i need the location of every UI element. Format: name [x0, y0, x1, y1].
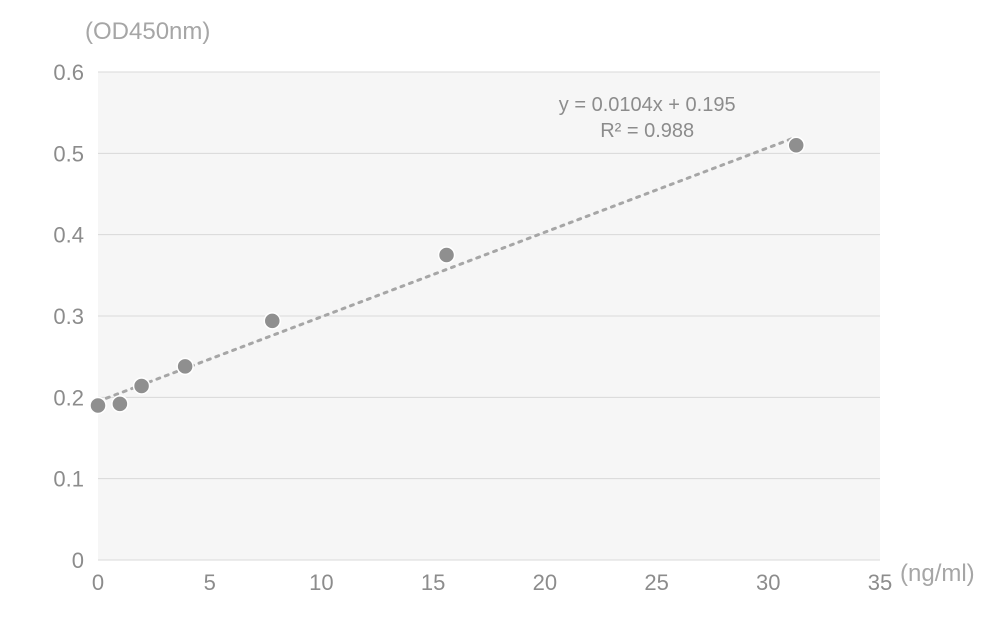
svg-text:10: 10 [309, 570, 333, 595]
data-point [90, 397, 106, 413]
svg-text:0: 0 [92, 570, 104, 595]
svg-text:0.1: 0.1 [53, 467, 84, 492]
svg-text:35: 35 [868, 570, 892, 595]
svg-text:20: 20 [533, 570, 557, 595]
svg-text:15: 15 [421, 570, 445, 595]
svg-text:0.5: 0.5 [53, 141, 84, 166]
x-tick-labels: 0 5 10 15 20 25 30 35 [92, 570, 892, 595]
data-point [134, 378, 150, 394]
svg-text:25: 25 [644, 570, 668, 595]
data-point [177, 358, 193, 374]
data-point [112, 396, 128, 412]
svg-text:0: 0 [72, 548, 84, 573]
data-point [439, 247, 455, 263]
x-axis-title: (ng/ml) [900, 560, 975, 588]
svg-text:0.3: 0.3 [53, 304, 84, 329]
scatter-chart: 0 5 10 15 20 25 30 35 0 0.1 0.2 0.3 0.4 0.5 0.6 y = 0… [0, 0, 1000, 619]
equation-text: y = 0.0104x + 0.195 [559, 94, 736, 116]
r-squared-text: R² = 0.988 [600, 120, 694, 142]
svg-text:0.4: 0.4 [53, 223, 84, 248]
chart-container: (OD450nm) (ng/ml) 0 5 10 15 20 25 30 35 0 0.1 0.2… [0, 0, 1000, 619]
y-tick-labels: 0 0.1 0.2 0.3 0.4 0.5 0.6 [53, 60, 84, 573]
svg-text:30: 30 [756, 570, 780, 595]
svg-text:0.2: 0.2 [53, 385, 84, 410]
svg-text:5: 5 [204, 570, 216, 595]
data-point [788, 137, 804, 153]
data-point [264, 313, 280, 329]
svg-text:0.6: 0.6 [53, 60, 84, 85]
y-axis-title: (OD450nm) [85, 18, 210, 46]
